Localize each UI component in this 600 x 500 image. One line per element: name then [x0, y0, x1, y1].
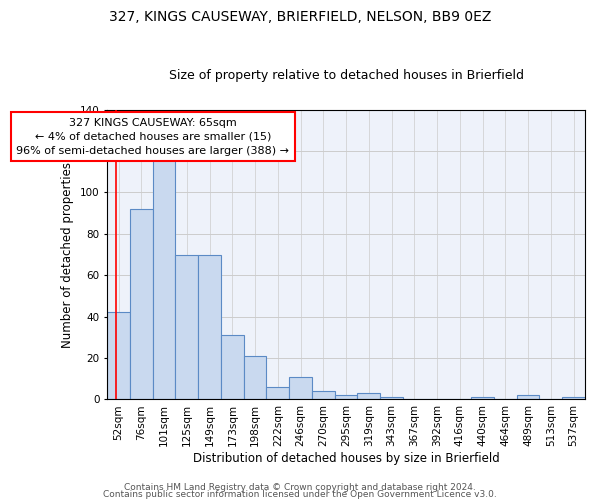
- Bar: [153, 157, 175, 400]
- Bar: [266, 387, 289, 400]
- Bar: [517, 396, 539, 400]
- Bar: [175, 254, 198, 400]
- Bar: [335, 396, 358, 400]
- Bar: [562, 398, 585, 400]
- Bar: [380, 398, 403, 400]
- Bar: [289, 376, 312, 400]
- Bar: [107, 312, 130, 400]
- Text: Contains HM Land Registry data © Crown copyright and database right 2024.: Contains HM Land Registry data © Crown c…: [124, 484, 476, 492]
- Bar: [130, 209, 153, 400]
- Bar: [358, 393, 380, 400]
- Bar: [198, 254, 221, 400]
- Bar: [244, 356, 266, 400]
- Text: Contains public sector information licensed under the Open Government Licence v3: Contains public sector information licen…: [103, 490, 497, 499]
- Bar: [471, 398, 494, 400]
- Text: 327 KINGS CAUSEWAY: 65sqm
← 4% of detached houses are smaller (15)
96% of semi-d: 327 KINGS CAUSEWAY: 65sqm ← 4% of detach…: [16, 118, 289, 156]
- Bar: [312, 391, 335, 400]
- Title: Size of property relative to detached houses in Brierfield: Size of property relative to detached ho…: [169, 69, 524, 82]
- Y-axis label: Number of detached properties: Number of detached properties: [61, 162, 74, 348]
- X-axis label: Distribution of detached houses by size in Brierfield: Distribution of detached houses by size …: [193, 452, 499, 465]
- Bar: [221, 336, 244, 400]
- Text: 327, KINGS CAUSEWAY, BRIERFIELD, NELSON, BB9 0EZ: 327, KINGS CAUSEWAY, BRIERFIELD, NELSON,…: [109, 10, 491, 24]
